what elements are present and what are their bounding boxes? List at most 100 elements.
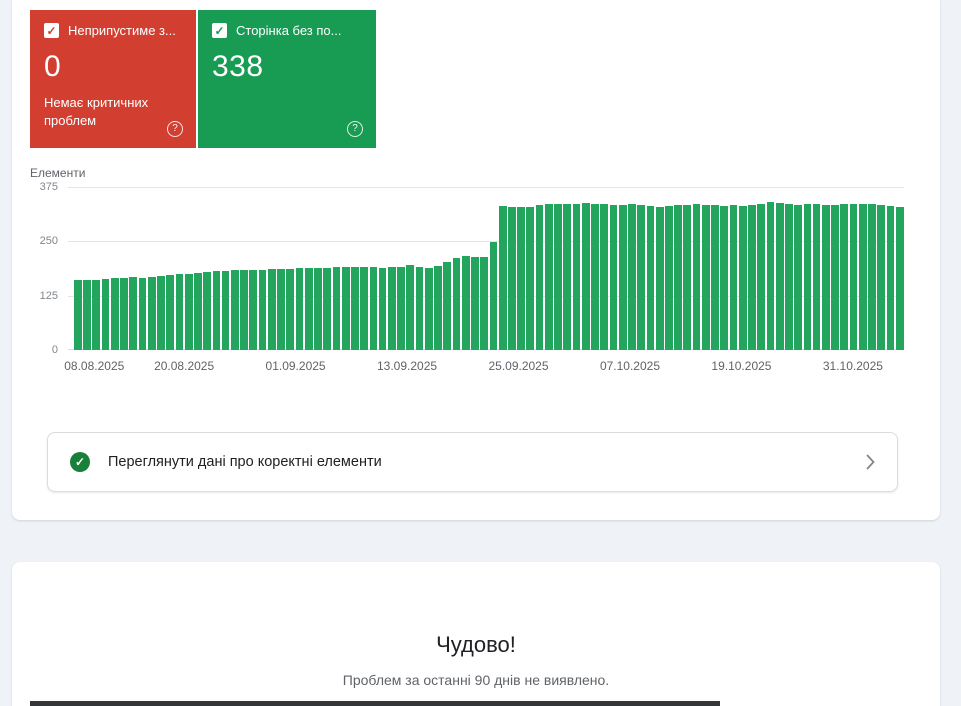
valid-series-checkbox[interactable]: ✓ bbox=[212, 23, 227, 38]
summary-card-valid[interactable]: ✓ Сторінка без по... 338 ? bbox=[198, 10, 376, 148]
bar bbox=[332, 267, 341, 350]
horizontal-scrollbar-thumb[interactable] bbox=[30, 701, 720, 706]
help-icon[interactable]: ? bbox=[347, 121, 363, 137]
x-tick-label: 31.10.2025 bbox=[822, 359, 883, 373]
bar bbox=[692, 204, 701, 350]
bar bbox=[794, 204, 803, 350]
error-card-value: 0 bbox=[44, 50, 62, 83]
bar bbox=[249, 270, 258, 350]
summary-cards-row: ✓ Неприпустиме з... 0 Немає критичних пр… bbox=[30, 10, 376, 148]
bar bbox=[508, 206, 516, 350]
bar bbox=[397, 266, 405, 350]
bar bbox=[230, 270, 239, 350]
chart-body: 375 250 125 0 bbox=[30, 181, 904, 356]
x-tick-label: 13.09.2025 bbox=[377, 359, 438, 373]
bar bbox=[535, 205, 544, 350]
y-tick-label: 375 bbox=[39, 181, 58, 193]
bar bbox=[110, 278, 119, 350]
bar bbox=[683, 204, 692, 350]
bar bbox=[563, 203, 572, 350]
y-tick-label: 125 bbox=[39, 289, 58, 302]
bar bbox=[129, 276, 138, 350]
bar bbox=[498, 205, 507, 350]
bar bbox=[212, 271, 221, 350]
bar bbox=[748, 205, 756, 350]
bar bbox=[600, 203, 609, 350]
x-tick-label: 08.08.2025 bbox=[64, 359, 125, 373]
summary-card-errors[interactable]: ✓ Неприпустиме з... 0 Немає критичних пр… bbox=[30, 10, 196, 148]
bar bbox=[286, 268, 295, 350]
view-valid-items-row[interactable]: ✓ Переглянути дані про коректні елементи bbox=[47, 432, 898, 492]
bar bbox=[351, 266, 359, 350]
gridline bbox=[68, 241, 904, 243]
valid-card-header: ✓ Сторінка без по... bbox=[212, 23, 362, 38]
chevron-right-icon bbox=[866, 454, 875, 470]
bar bbox=[452, 257, 461, 350]
error-series-checkbox[interactable]: ✓ bbox=[44, 23, 59, 38]
bar bbox=[369, 267, 378, 350]
coverage-panel: ✓ Неприпустиме з... 0 Немає критичних пр… bbox=[12, 0, 940, 520]
bar bbox=[203, 271, 212, 350]
bar bbox=[341, 267, 350, 350]
bar bbox=[184, 273, 193, 350]
bar bbox=[378, 267, 387, 350]
bar bbox=[785, 203, 793, 350]
bar bbox=[101, 279, 110, 350]
bar bbox=[323, 267, 332, 350]
bar bbox=[175, 274, 184, 350]
status-panel: Чудово! Проблем за останні 90 днів не ви… bbox=[12, 562, 940, 706]
bar bbox=[461, 255, 470, 350]
status-title: Чудово! bbox=[436, 632, 516, 657]
x-axis: 08.08.2025 20.08.2025 01.09.2025 13.09.2025… bbox=[64, 359, 904, 377]
bar bbox=[849, 203, 858, 350]
bar bbox=[166, 275, 175, 350]
x-tick-label: 20.08.2025 bbox=[154, 359, 215, 373]
bar bbox=[618, 205, 627, 350]
error-card-description: Немає критичних проблем bbox=[44, 95, 149, 129]
valid-card-value: 338 bbox=[212, 50, 264, 83]
bar bbox=[526, 206, 535, 350]
chart-bars bbox=[74, 187, 904, 350]
bar bbox=[665, 206, 673, 350]
bar bbox=[147, 276, 156, 350]
x-tick-label: 01.09.2025 bbox=[265, 359, 326, 373]
checkbox-check-icon: ✓ bbox=[214, 23, 225, 38]
bar bbox=[831, 205, 839, 350]
bar bbox=[554, 203, 562, 350]
view-valid-items-label: Переглянути дані про коректні елементи bbox=[108, 454, 382, 470]
bar bbox=[886, 206, 895, 350]
bar bbox=[544, 204, 553, 350]
bar bbox=[74, 279, 82, 350]
bar bbox=[138, 277, 147, 350]
bar bbox=[803, 203, 812, 350]
bar bbox=[895, 206, 904, 350]
bar bbox=[517, 207, 525, 350]
bar bbox=[674, 205, 682, 350]
bar bbox=[840, 204, 849, 350]
chart-y-axis-title: Елементи bbox=[30, 166, 86, 180]
x-tick-label: 07.10.2025 bbox=[599, 359, 660, 373]
bar bbox=[738, 205, 747, 350]
bar bbox=[443, 261, 452, 350]
bar bbox=[424, 268, 433, 350]
bar bbox=[83, 280, 91, 350]
bar bbox=[646, 205, 655, 350]
bar bbox=[637, 205, 646, 350]
bar bbox=[591, 203, 599, 350]
bar bbox=[157, 275, 165, 350]
bar bbox=[258, 269, 267, 350]
bar bbox=[729, 205, 738, 350]
bar bbox=[194, 272, 202, 350]
help-icon[interactable]: ? bbox=[167, 121, 183, 137]
status-subtitle: Проблем за останні 90 днів не виявлено. bbox=[342, 672, 610, 688]
check-circle-icon: ✓ bbox=[70, 452, 90, 472]
bar bbox=[868, 204, 876, 350]
bar bbox=[360, 267, 368, 350]
bar bbox=[387, 267, 396, 350]
bar bbox=[277, 269, 285, 350]
error-card-header: ✓ Неприпустиме з... bbox=[44, 23, 182, 38]
bar bbox=[120, 277, 128, 350]
y-tick-label: 250 bbox=[39, 235, 58, 248]
bar bbox=[434, 266, 442, 350]
